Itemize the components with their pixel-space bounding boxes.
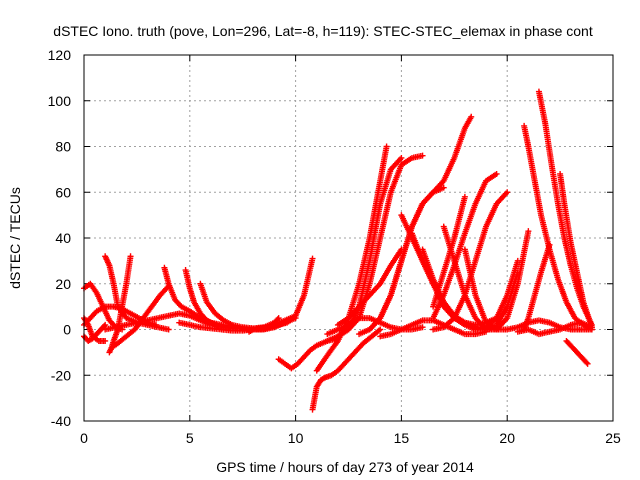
data-point [398, 154, 405, 161]
y-axis-label: dSTEC / TECUs [7, 187, 23, 289]
series-19 [334, 246, 405, 328]
grid [84, 55, 613, 421]
y-tick-label: 0 [63, 322, 71, 338]
data-point [377, 326, 384, 333]
data-point [419, 324, 426, 331]
x-tick-label: 0 [80, 430, 88, 446]
data-point [383, 143, 390, 150]
data-point [583, 359, 590, 366]
plot-frame [83, 54, 614, 422]
data-point [525, 228, 532, 235]
series-15 [309, 326, 384, 413]
y-tick-label: 60 [55, 184, 71, 200]
x-tick-label: 20 [499, 430, 515, 446]
y-tick-label: 20 [55, 276, 71, 292]
data-point [127, 253, 134, 260]
series-34 [521, 122, 595, 333]
data-point [584, 360, 591, 367]
data-point [588, 324, 595, 331]
series-38 [563, 337, 591, 367]
data-point [546, 241, 553, 248]
y-tick-label: -40 [51, 413, 71, 429]
y-tick-label: 100 [48, 93, 72, 109]
data-point [165, 326, 172, 333]
x-tick-label: 25 [605, 430, 621, 446]
x-axis-label: GPS time / hours of day 273 of year 2014 [216, 459, 474, 475]
series-36 [521, 241, 553, 333]
y-tick-label: 80 [55, 139, 71, 155]
series-31 [461, 228, 532, 333]
data-point [461, 193, 468, 200]
data-point [419, 152, 426, 159]
data-point [493, 170, 500, 177]
series-21 [366, 113, 475, 333]
chart-title: dSTEC Iono. truth (pove, Lon=296, Lat=-8… [53, 23, 593, 39]
data-point [440, 184, 447, 191]
x-tick-label: 15 [394, 430, 410, 446]
data-point [275, 315, 282, 322]
data-point [309, 255, 316, 262]
ticks: 0 5 10 15 20 25 -40 -20 0 20 40 60 80 100 120 [48, 47, 621, 446]
x-tick-label: 10 [288, 430, 304, 446]
data-point [102, 337, 109, 344]
series-17 [324, 154, 405, 344]
series-37 [557, 170, 595, 331]
y-tick-label: -20 [51, 367, 71, 383]
series-13 [250, 255, 316, 333]
data-series [81, 88, 595, 413]
data-point [504, 189, 511, 196]
data-point [101, 323, 108, 330]
data-point [468, 113, 475, 120]
y-tick-label: 120 [48, 47, 72, 63]
x-tick-label: 5 [186, 430, 194, 446]
y-tick-label: 40 [55, 230, 71, 246]
